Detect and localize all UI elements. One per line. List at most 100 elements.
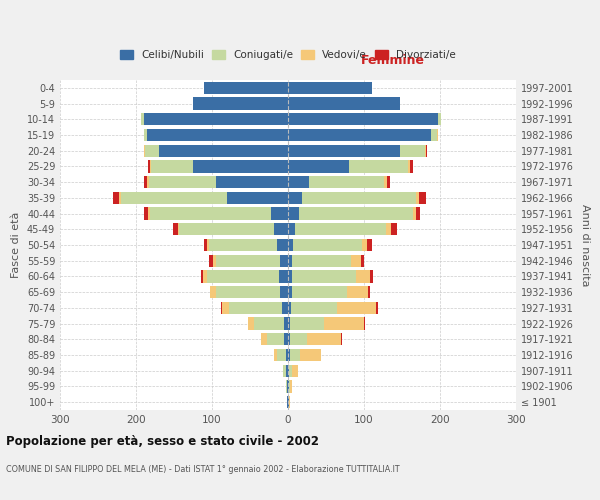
Bar bbox=[439, 113, 441, 126]
Bar bbox=[286, 380, 287, 392]
Text: Femmine: Femmine bbox=[361, 54, 425, 67]
Bar bbox=[284, 318, 288, 330]
Bar bbox=[113, 192, 119, 204]
Bar bbox=[288, 176, 309, 188]
Bar bbox=[364, 318, 365, 330]
Bar bbox=[291, 302, 337, 314]
Bar bbox=[148, 129, 288, 141]
Bar bbox=[384, 176, 387, 188]
Bar bbox=[149, 160, 151, 172]
Bar bbox=[288, 192, 302, 204]
Bar bbox=[222, 302, 229, 314]
Bar bbox=[254, 318, 284, 330]
Bar bbox=[349, 160, 408, 172]
Bar bbox=[248, 318, 254, 330]
Bar bbox=[193, 160, 288, 172]
Bar bbox=[193, 98, 288, 110]
Bar bbox=[178, 223, 179, 235]
Bar bbox=[173, 223, 178, 235]
Bar bbox=[202, 270, 203, 282]
Bar bbox=[288, 239, 293, 251]
Bar bbox=[290, 380, 292, 392]
Bar bbox=[149, 176, 216, 188]
Bar bbox=[292, 270, 356, 282]
Bar bbox=[209, 254, 213, 267]
Bar bbox=[299, 208, 413, 220]
Bar bbox=[260, 333, 262, 345]
Y-axis label: Fasce di età: Fasce di età bbox=[11, 212, 21, 278]
Bar bbox=[419, 192, 427, 204]
Bar bbox=[148, 176, 149, 188]
Bar bbox=[400, 144, 425, 157]
Bar bbox=[208, 239, 209, 251]
Y-axis label: Anni di nascita: Anni di nascita bbox=[580, 204, 590, 286]
Bar bbox=[277, 239, 288, 251]
Bar bbox=[206, 270, 279, 282]
Bar bbox=[288, 286, 292, 298]
Bar bbox=[227, 192, 288, 204]
Bar bbox=[287, 380, 288, 392]
Bar bbox=[325, 318, 364, 330]
Text: Popolazione per età, sesso e stato civile - 2002: Popolazione per età, sesso e stato civil… bbox=[6, 435, 319, 448]
Bar bbox=[145, 176, 148, 188]
Bar bbox=[288, 270, 292, 282]
Bar bbox=[416, 208, 420, 220]
Bar bbox=[277, 349, 286, 361]
Bar bbox=[387, 176, 390, 188]
Bar bbox=[425, 144, 427, 157]
Bar bbox=[391, 223, 397, 235]
Bar bbox=[262, 333, 268, 345]
Bar bbox=[288, 144, 400, 157]
Bar bbox=[119, 192, 121, 204]
Bar bbox=[292, 364, 298, 377]
Bar bbox=[309, 176, 384, 188]
Bar bbox=[143, 129, 148, 141]
Bar bbox=[284, 333, 288, 345]
Bar bbox=[143, 144, 145, 157]
Bar bbox=[362, 239, 367, 251]
Bar bbox=[288, 160, 349, 172]
Bar bbox=[148, 208, 149, 220]
Bar bbox=[290, 318, 325, 330]
Bar bbox=[370, 270, 373, 282]
Bar bbox=[216, 176, 288, 188]
Bar bbox=[302, 192, 416, 204]
Bar bbox=[431, 129, 437, 141]
Bar bbox=[288, 82, 371, 94]
Bar bbox=[142, 113, 143, 126]
Bar bbox=[295, 223, 386, 235]
Bar bbox=[159, 144, 288, 157]
Bar bbox=[289, 396, 290, 408]
Bar bbox=[300, 349, 322, 361]
Bar bbox=[288, 318, 290, 330]
Bar bbox=[288, 333, 290, 345]
Bar bbox=[282, 302, 288, 314]
Bar bbox=[288, 254, 292, 267]
Bar bbox=[279, 270, 288, 282]
Bar bbox=[408, 160, 410, 172]
Bar bbox=[289, 364, 292, 377]
Bar bbox=[121, 192, 227, 204]
Bar bbox=[203, 270, 206, 282]
Bar bbox=[203, 239, 208, 251]
Bar bbox=[337, 302, 376, 314]
Bar bbox=[286, 364, 288, 377]
Legend: Celibi/Nubili, Coniugati/e, Vedovi/e, Divorziati/e: Celibi/Nubili, Coniugati/e, Vedovi/e, Di… bbox=[116, 46, 460, 64]
Bar bbox=[288, 349, 290, 361]
Bar bbox=[211, 286, 216, 298]
Bar bbox=[145, 144, 159, 157]
Bar bbox=[216, 254, 280, 267]
Bar bbox=[292, 254, 351, 267]
Bar bbox=[410, 160, 413, 172]
Bar bbox=[288, 208, 299, 220]
Bar bbox=[368, 286, 370, 298]
Bar bbox=[179, 223, 274, 235]
Bar bbox=[288, 396, 289, 408]
Bar bbox=[149, 208, 271, 220]
Bar bbox=[351, 254, 361, 267]
Bar bbox=[341, 333, 342, 345]
Bar bbox=[288, 98, 400, 110]
Bar bbox=[288, 302, 291, 314]
Bar bbox=[143, 208, 148, 220]
Bar bbox=[356, 270, 370, 282]
